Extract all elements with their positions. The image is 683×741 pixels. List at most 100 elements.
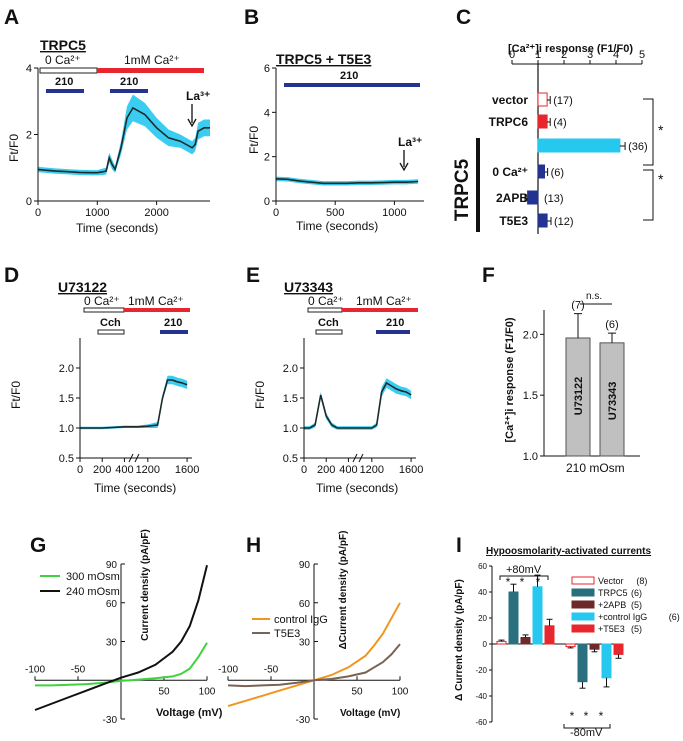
osm-210-label: 210: [386, 317, 404, 329]
n-label: (7): [571, 300, 584, 312]
x-tick-label: -100: [25, 664, 45, 675]
x-tick-label: 1000: [85, 207, 109, 219]
n-label: (13): [544, 193, 564, 205]
y-tick-label: 2.0: [523, 329, 538, 341]
panel-f-letter: F: [482, 264, 495, 287]
plot-d: 0 200 400 1200 1600 0.5 1.0 1.5 2.0: [59, 338, 199, 476]
sig-bracket-1: [643, 98, 654, 166]
mean-trace-line: [80, 379, 188, 429]
y-tick-label: 2.0: [283, 363, 298, 375]
legend-t5e3-label: T5E3: [274, 628, 300, 640]
y-tick-label: 0: [264, 196, 270, 208]
axis-y-label: Ft/F0: [7, 134, 21, 162]
x-tick-label: -100: [218, 664, 238, 675]
bar-4-0: [544, 625, 555, 645]
osm-210-label: 210: [340, 70, 358, 82]
plot-h: -100 -50 50 100 90 60 30 -30: [218, 560, 409, 726]
n-label: (36): [628, 141, 648, 153]
legend-i: Vector (8)TRPC5 (6)+2APB (5)+control IgG (6)…: [571, 576, 680, 634]
legend-300-label: 300 mOsm: [66, 571, 120, 583]
sig-star-1: *: [658, 122, 664, 138]
bar-3: [537, 164, 545, 179]
axis-x-label: Time (seconds): [76, 221, 158, 235]
y-tick-label: 60: [106, 599, 118, 610]
cch-label: Cch: [100, 317, 121, 329]
x-tick-label: 0: [35, 207, 41, 219]
series-line-0: [227, 602, 401, 708]
x-tick-label: 0: [273, 207, 279, 219]
osm-210-label-1: 210: [55, 76, 73, 88]
x-tick-label: -50: [264, 664, 279, 675]
x-tick-label: 0: [301, 464, 307, 476]
cch-bar: [315, 329, 343, 335]
bar-1-0: [508, 591, 519, 645]
panel-d: D U73122 0 Ca²⁺ 1mM Ca²⁺ Cch 210 0 200 400…: [4, 264, 199, 495]
panel-h-letter: H: [246, 534, 261, 557]
bar-3-1: [601, 643, 612, 679]
zero-ca-label: 0 Ca²⁺: [45, 53, 81, 67]
axis-y-label: ΔCurrent density (pA/pF): [338, 531, 349, 650]
n-label: (12): [554, 216, 574, 228]
y-tick-label: 60: [299, 599, 311, 610]
ca-1mm-label: 1mM Ca²⁺: [356, 294, 412, 308]
x-tick-label: 0: [77, 464, 83, 476]
series-line-0: [35, 642, 208, 687]
plus80-label: +80mV: [506, 564, 542, 576]
axis-y-label: Current density (pA/pF): [140, 529, 151, 641]
x-tick-label: 400: [115, 464, 133, 476]
panel-i-letter: I: [456, 534, 462, 557]
minus80-label: -80mV: [570, 727, 603, 739]
y-tick-label: -30: [103, 715, 118, 726]
axis-y-label: Ft/F0: [9, 381, 23, 409]
legend-n-4: (5): [631, 624, 642, 634]
legend-n-3: (6): [669, 612, 680, 622]
y-tick-label: 1.0: [283, 423, 298, 435]
x-tick-label: -50: [71, 664, 86, 675]
x-tick-label: 2: [561, 49, 567, 61]
x-tick-label: 1200: [360, 464, 384, 476]
osm-210-label: 210: [164, 317, 182, 329]
x-tick-label: 4: [613, 49, 619, 61]
mean-trace-line: [275, 178, 419, 185]
y-tick-label: 30: [106, 638, 118, 649]
x-tick-label: 400: [339, 464, 357, 476]
sig-star: *: [506, 575, 511, 589]
la-label: La³⁺: [186, 89, 210, 103]
y-tick-label: 90: [106, 560, 118, 571]
bar-1-1: [577, 643, 588, 683]
category-label: T5E3: [499, 214, 528, 228]
axis-x-label: Time (seconds): [316, 481, 398, 495]
y-tick-label: 20: [478, 614, 487, 623]
legend-label-4: +T5E3: [598, 624, 625, 634]
panel-i-title: Hypoosmolarity-activated currents: [486, 546, 651, 557]
bar-3-0: [532, 586, 543, 645]
zero-ca-label: 0 Ca²⁺: [84, 294, 120, 308]
zero-ca-bar: [39, 67, 98, 74]
osm-210-bar: [160, 330, 188, 334]
panel-h: H control IgG T5E3 -100 -50 50 100 90 60 30 -30…: [218, 531, 409, 726]
x-tick-label: 1600: [175, 464, 199, 476]
y-tick-label: 6: [264, 63, 270, 75]
bar-0-1: [565, 643, 576, 648]
x-tick-label: 500: [326, 207, 344, 219]
x-tick-label: 1200: [136, 464, 160, 476]
sig-star: *: [570, 709, 575, 723]
y-tick-label: 30: [299, 638, 311, 649]
x-tick-label: 1: [535, 49, 541, 61]
sig-star: *: [536, 575, 541, 589]
osm-210-bar: [376, 330, 410, 334]
bar-5: [537, 213, 548, 228]
panel-c-letter: C: [456, 6, 471, 29]
y-tick-label: 40: [478, 588, 487, 597]
bar-2: [537, 138, 621, 153]
legend-igg-label: control IgG: [274, 614, 328, 626]
la-arrow-head: [187, 118, 197, 128]
panel-g-letter: G: [30, 534, 46, 557]
y-tick-label: 0.5: [283, 453, 298, 465]
osm-210-bar: [284, 83, 420, 87]
plot-i: 60 40 20 0 -20 -40 -60 * * * * * *: [475, 562, 624, 727]
panel-d-letter: D: [4, 264, 19, 287]
y-tick-label: -60: [475, 718, 487, 727]
y-tick-label: -30: [296, 715, 311, 726]
